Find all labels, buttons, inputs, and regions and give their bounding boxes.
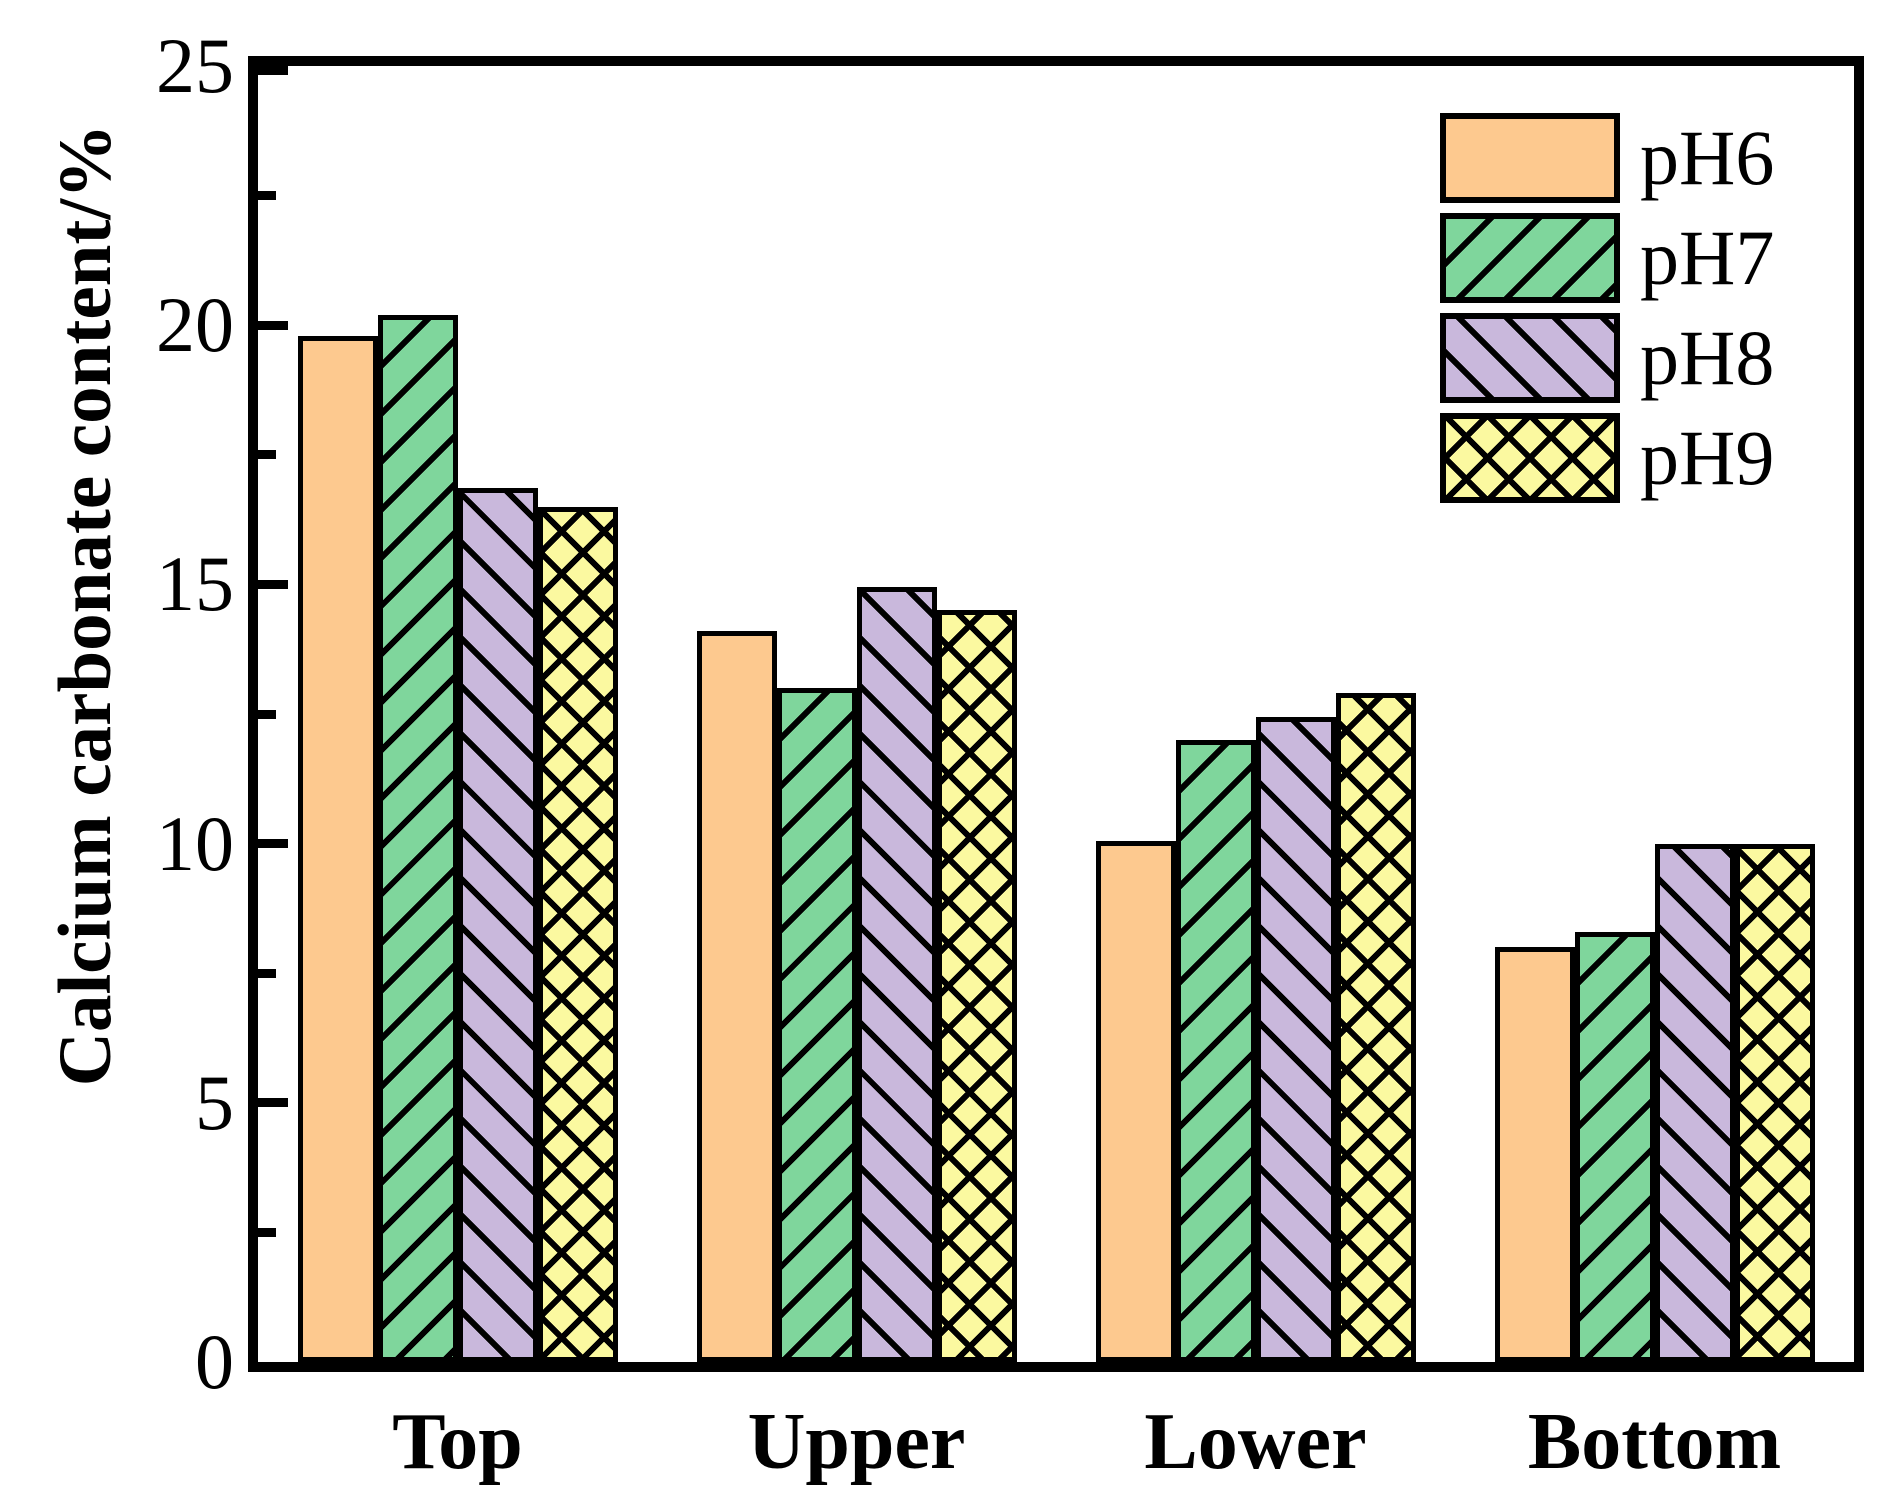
legend-swatch-pH6 <box>1440 113 1620 203</box>
y-axis-minor-tick <box>258 968 276 978</box>
y-tick-label-10: 10 <box>156 799 234 887</box>
bar-pH6-Lower <box>1095 841 1176 1362</box>
plot-inner: pH6 pH7 pH8 pH9 <box>258 66 1854 1362</box>
bar-pH7-Top <box>377 315 458 1362</box>
bar-pH7-Lower <box>1175 740 1256 1362</box>
bar-pH7-Upper <box>776 688 857 1362</box>
legend-swatch-pH7 <box>1440 213 1620 303</box>
y-axis-major-tick <box>258 579 288 589</box>
bar-pH9-Bottom <box>1734 844 1815 1362</box>
bar-pH8-Upper <box>856 587 937 1362</box>
x-category-label-Upper: Upper <box>747 1398 966 1486</box>
x-category-label-Lower: Lower <box>1144 1398 1367 1486</box>
y-tick-label-20: 20 <box>156 281 234 369</box>
legend-label-pH9: pH9 <box>1640 414 1775 501</box>
y-axis-major-tick <box>258 320 288 330</box>
y-axis-minor-tick <box>258 709 276 719</box>
bar-pH9-Top <box>537 507 618 1362</box>
bar-pH6-Bottom <box>1494 947 1575 1362</box>
y-tick-label-15: 15 <box>156 540 234 628</box>
y-axis-minor-tick <box>258 191 276 201</box>
x-category-label-Bottom: Bottom <box>1527 1398 1782 1486</box>
bar-pH9-Lower <box>1335 693 1416 1362</box>
bar-pH7-Bottom <box>1574 932 1655 1362</box>
y-axis-minor-tick <box>258 1227 276 1237</box>
bar-pH6-Upper <box>696 631 777 1362</box>
y-tick-label-0: 0 <box>195 1318 234 1405</box>
legend-label-pH7: pH7 <box>1640 214 1775 301</box>
x-category-label-Top: Top <box>392 1398 523 1486</box>
bar-pH9-Upper <box>936 610 1017 1362</box>
y-axis-minor-tick <box>258 450 276 460</box>
legend-label-pH6: pH6 <box>1640 114 1775 201</box>
legend-label-pH8: pH8 <box>1640 314 1775 401</box>
bar-pH8-Lower <box>1255 717 1336 1362</box>
bar-pH8-Bottom <box>1654 844 1735 1362</box>
y-axis-major-tick <box>258 66 288 75</box>
plot-area: pH6 pH7 pH8 pH9 <box>248 56 1864 1372</box>
y-axis-major-tick <box>258 1098 288 1108</box>
y-tick-label-25: 25 <box>156 22 234 109</box>
bar-pH6-Top <box>297 336 378 1362</box>
legend-swatch-pH8 <box>1440 313 1620 403</box>
bar-pH8-Top <box>457 488 538 1362</box>
y-axis-major-tick <box>258 839 288 849</box>
y-tick-label-5: 5 <box>195 1058 234 1146</box>
legend-swatch-pH9 <box>1440 413 1620 503</box>
